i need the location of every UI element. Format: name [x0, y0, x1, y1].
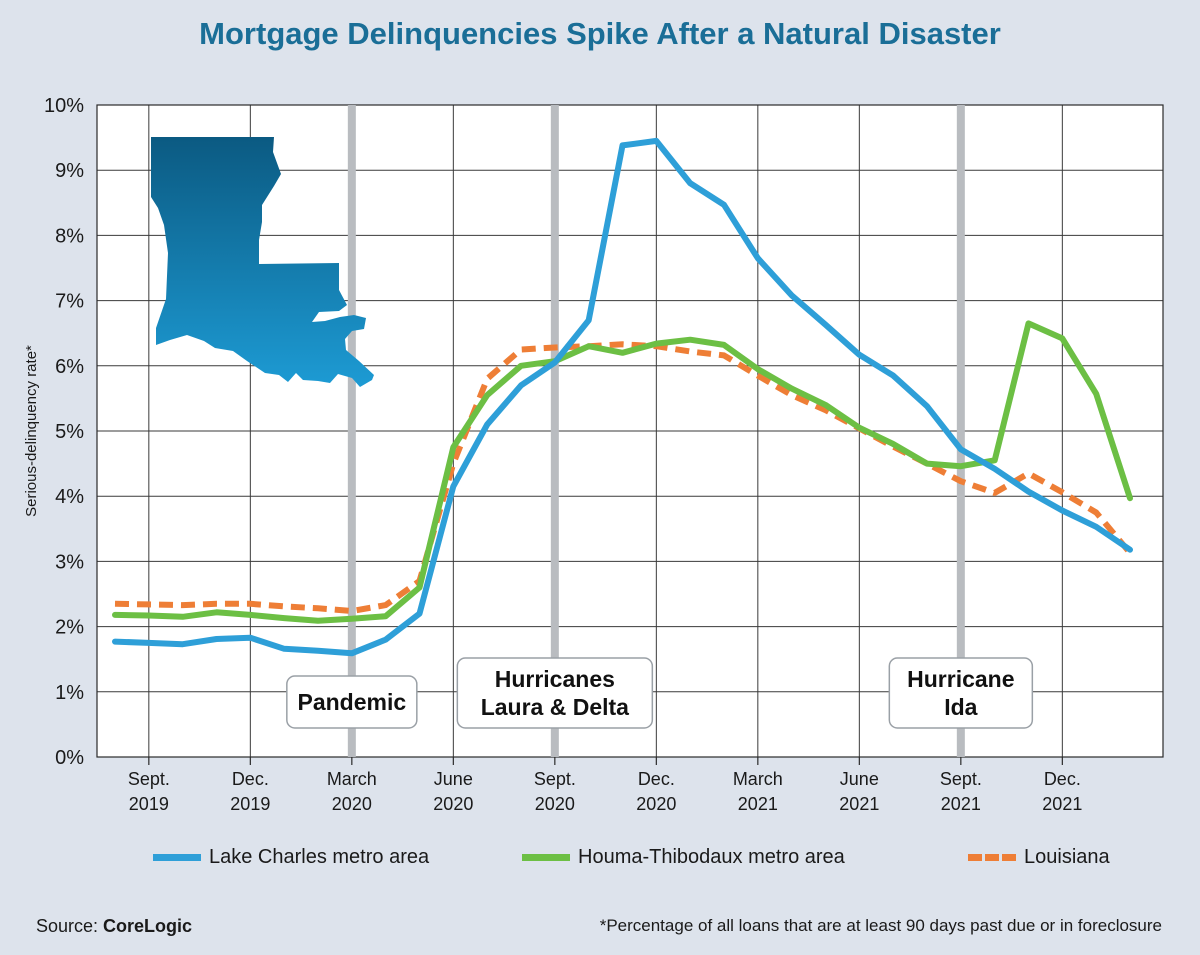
y-tick-label: 5%	[55, 421, 84, 443]
event-label-text: Hurricane	[907, 666, 1014, 692]
event-label-text: Hurricanes	[495, 666, 615, 692]
series-line-lake-charles-metro-area	[112, 137, 1133, 657]
x-tick-label-year: 2020	[636, 794, 676, 814]
source-name: CoreLogic	[103, 916, 193, 936]
chart-title: Mortgage Delinquencies Spike After a Nat…	[199, 16, 1001, 51]
x-tick-label-year: 2019	[230, 794, 270, 814]
x-tick-label-year: 2020	[433, 794, 473, 814]
y-tick-label: 7%	[55, 291, 84, 313]
x-tick-label-year: 2021	[738, 794, 778, 814]
legend-swatch-louisiana	[968, 854, 1016, 861]
x-tick-label-month: June	[840, 769, 879, 789]
legend-label-lake-charles: Lake Charles metro area	[209, 846, 430, 868]
legend-label-houma-thibodaux: Houma-Thibodaux metro area	[578, 846, 845, 868]
y-axis-ticks: 0% 1% 2% 3% 4% 5% 6% 7% 8% 9% 10%	[44, 95, 84, 769]
legend-item-lake-charles: Lake Charles metro area	[153, 846, 429, 869]
event-annotation: Pandemic	[286, 675, 418, 729]
series-lines	[112, 137, 1133, 657]
x-tick-label-month: June	[434, 769, 473, 789]
series-line-houma-thibodaux-metro-area	[112, 320, 1133, 624]
y-tick-label: 3%	[55, 551, 84, 573]
x-tick-label-year: 2020	[332, 794, 372, 814]
x-tick-label-month: Sept.	[940, 769, 982, 789]
x-tick-label-year: 2021	[1042, 794, 1082, 814]
legend-item-houma-thibodaux: Houma-Thibodaux metro area	[522, 846, 845, 869]
x-tick-label-month: March	[327, 769, 377, 789]
y-tick-label: 8%	[55, 225, 84, 247]
legend: Lake Charles metro area Houma-Thibodaux …	[0, 846, 1200, 880]
event-label-box	[456, 657, 654, 729]
event-label-text: Laura & Delta	[481, 694, 629, 720]
y-tick-label: 2%	[55, 617, 84, 639]
y-tick-label: 0%	[55, 747, 84, 769]
x-tick-label-month: Dec.	[638, 769, 675, 789]
legend-swatch-houma-thibodaux	[522, 854, 570, 861]
x-tick-label-year: 2021	[839, 794, 879, 814]
y-tick-label: 4%	[55, 486, 84, 508]
x-tick-label-month: Dec.	[1044, 769, 1081, 789]
event-label-text: Ida	[944, 694, 977, 720]
y-axis-label: Serious-delinquency rate*	[23, 345, 40, 517]
x-tick-label-month: March	[733, 769, 783, 789]
y-tick-label: 9%	[55, 160, 84, 182]
legend-label-louisiana: Louisiana	[1024, 846, 1110, 868]
x-tick-label-month: Sept.	[128, 769, 170, 789]
y-tick-label: 6%	[55, 356, 84, 378]
event-label-text: Pandemic	[298, 689, 407, 715]
footer-source: Source: CoreLogic	[36, 916, 192, 937]
x-tick-label-year: 2019	[129, 794, 169, 814]
plot-border	[96, 104, 1164, 758]
event-label-box	[888, 657, 1034, 729]
x-tick-label-year: 2020	[535, 794, 575, 814]
legend-swatch-lake-charles	[153, 854, 201, 861]
footer-note: *Percentage of all loans that are at lea…	[599, 916, 1162, 935]
y-tick-label: 1%	[55, 682, 84, 704]
x-tick-label-month: Dec.	[232, 769, 269, 789]
x-axis-ticks: Sept. 2019 Dec. 2019 March 2020 June 2020 Sept. 2…	[128, 757, 1082, 814]
source-prefix: Source:	[36, 916, 104, 936]
x-tick-label-month: Sept.	[534, 769, 576, 789]
series-line-louisiana	[114, 341, 1133, 614]
x-tick-label-year: 2021	[941, 794, 981, 814]
y-tick-label: 10%	[44, 95, 84, 117]
event-lines	[347, 105, 965, 757]
louisiana-map-icon	[151, 137, 374, 387]
event-label-box	[286, 675, 418, 729]
legend-item-louisiana: Louisiana	[968, 846, 1110, 869]
